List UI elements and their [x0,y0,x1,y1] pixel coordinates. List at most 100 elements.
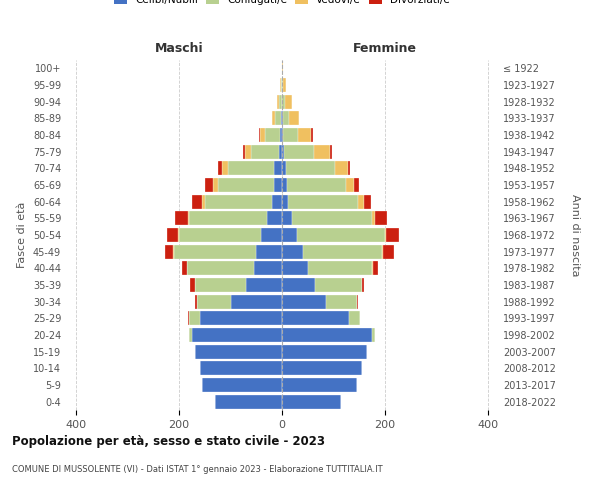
Bar [251,144,280,159]
Bar [265,128,280,142]
Bar [383,244,394,259]
Bar [173,244,174,259]
Bar [272,112,275,126]
Bar [302,244,382,259]
Bar [182,261,187,276]
Bar [167,228,178,242]
Bar [385,228,386,242]
Bar [174,244,256,259]
Bar [284,144,314,159]
Bar [311,128,313,142]
Bar [349,311,360,326]
Bar [200,361,282,376]
Text: Popolazione per età, sesso e stato civile - 2023: Popolazione per età, sesso e stato civil… [12,435,325,448]
Bar [316,278,362,292]
Bar [358,194,364,209]
Bar [179,228,262,242]
Bar [282,361,362,376]
Bar [188,211,190,226]
Bar [246,278,282,292]
Bar [382,244,383,259]
Bar [218,178,274,192]
Bar [205,178,212,192]
Bar [282,261,308,276]
Bar [386,228,399,242]
Bar [190,278,194,292]
Text: Femmine: Femmine [353,42,417,55]
Bar [282,194,288,209]
Bar [335,162,348,175]
Bar [274,178,282,192]
Bar [200,311,282,326]
Bar [282,162,286,175]
Bar [282,244,302,259]
Bar [282,211,292,226]
Bar [373,261,378,276]
Bar [282,378,356,392]
Bar [212,178,218,192]
Bar [194,344,282,359]
Bar [282,344,367,359]
Bar [374,211,388,226]
Bar [282,394,341,409]
Bar [314,144,330,159]
Bar [372,211,374,226]
Bar [280,78,281,92]
Bar [230,294,282,308]
Bar [272,194,282,209]
Bar [282,94,284,109]
Bar [256,244,282,259]
Bar [165,244,173,259]
Bar [190,311,200,326]
Bar [280,94,282,109]
Bar [308,261,372,276]
Bar [286,162,335,175]
Legend: Celibi/Nubili, Coniugati/e, Vedovi/e, Divorziati/e: Celibi/Nubili, Coniugati/e, Vedovi/e, Di… [114,0,450,5]
Bar [175,211,188,226]
Bar [362,278,364,292]
Bar [372,328,374,342]
Bar [372,261,373,276]
Bar [215,394,282,409]
Bar [280,128,282,142]
Bar [364,194,371,209]
Bar [282,294,326,308]
Bar [281,112,282,126]
Bar [283,78,286,92]
Bar [218,162,222,175]
Text: Maschi: Maschi [155,42,203,55]
Bar [354,178,359,192]
Bar [282,112,283,126]
Bar [254,261,282,276]
Bar [356,294,358,308]
Bar [283,128,298,142]
Bar [274,162,282,175]
Bar [178,228,179,242]
Bar [282,228,298,242]
Bar [282,62,283,76]
Bar [275,112,281,126]
Bar [282,128,283,142]
Bar [202,194,205,209]
Bar [228,162,274,175]
Bar [330,144,332,159]
Bar [282,311,349,326]
Bar [266,211,282,226]
Bar [282,178,287,192]
Bar [192,194,202,209]
Bar [277,94,280,109]
Bar [289,112,299,126]
Bar [281,78,282,92]
Y-axis label: Anni di nascita: Anni di nascita [570,194,580,276]
Bar [262,228,282,242]
Bar [346,178,354,192]
Bar [192,328,282,342]
Bar [298,228,385,242]
Bar [194,294,197,308]
Y-axis label: Fasce di età: Fasce di età [17,202,27,268]
Bar [245,144,251,159]
Bar [205,194,272,209]
Bar [292,211,372,226]
Bar [190,328,192,342]
Bar [283,112,289,126]
